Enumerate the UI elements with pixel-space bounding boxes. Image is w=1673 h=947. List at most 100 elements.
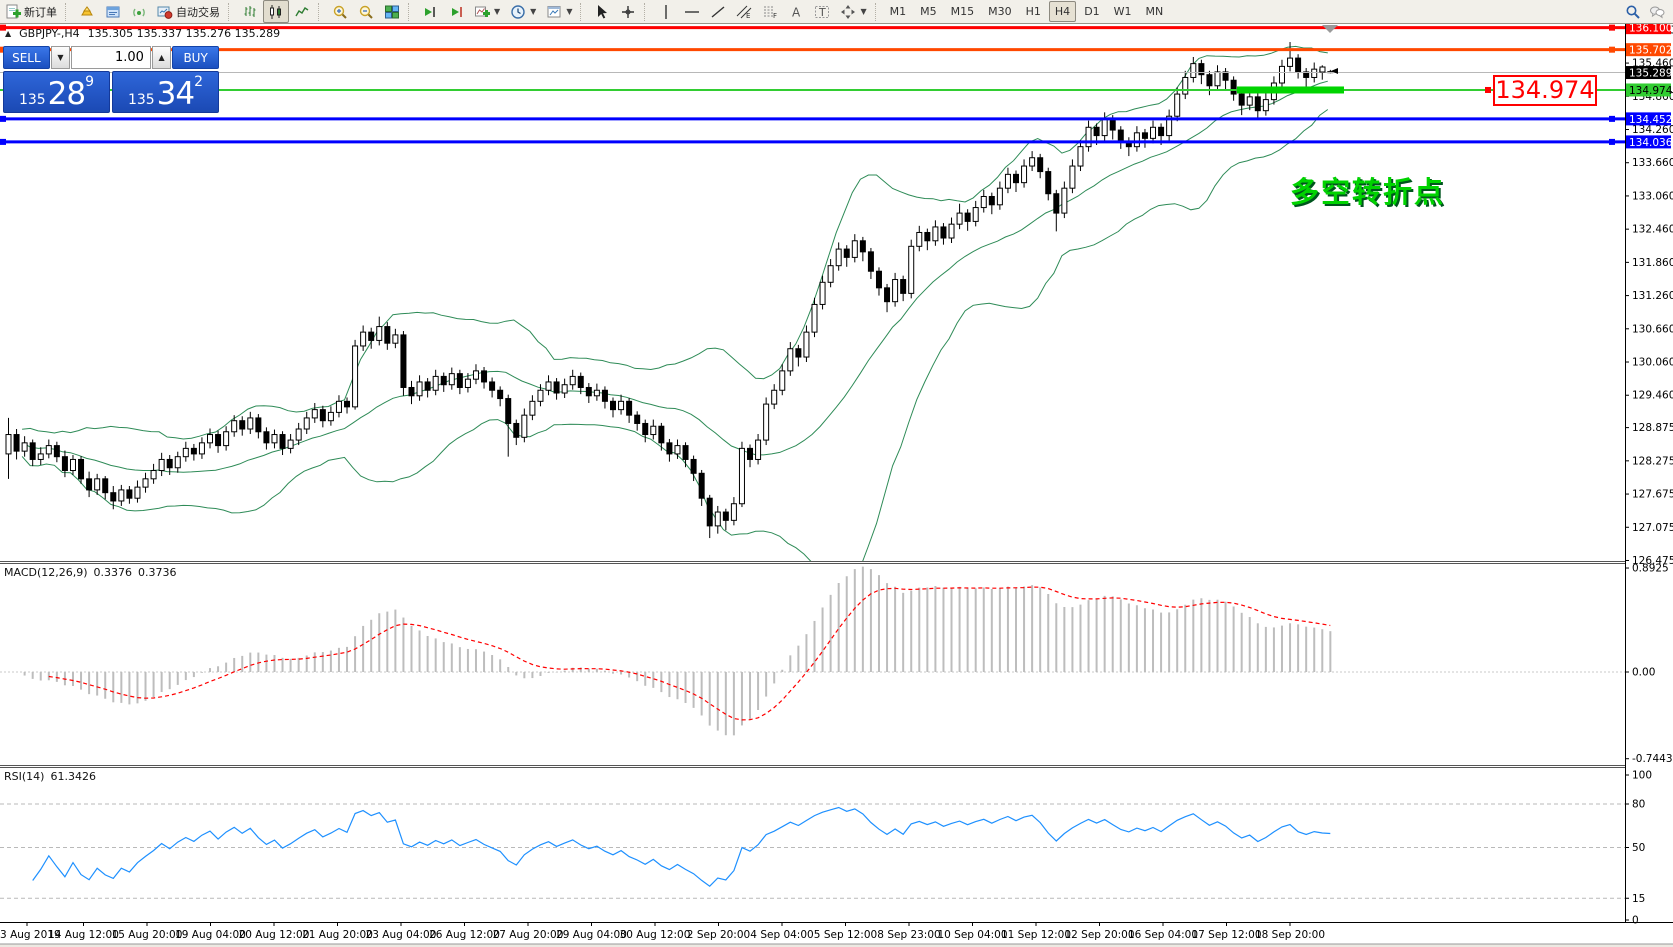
zoom-out-button[interactable] [353, 0, 379, 23]
templates-button[interactable]: ▼ [541, 0, 577, 23]
svg-text:126.475: 126.475 [1632, 555, 1673, 567]
clock-icon [511, 4, 525, 19]
svg-text:2 Sep 20:00: 2 Sep 20:00 [687, 929, 750, 941]
chinese-annotation-text[interactable]: 多空转折点 [1290, 175, 1446, 209]
svg-text:128.875: 128.875 [1632, 422, 1673, 434]
timeframe-button-d1[interactable]: D1 [1084, 5, 1100, 18]
dropdown-caret-icon: ▼ [530, 7, 537, 16]
timeframe-button-m15[interactable]: M15 [950, 5, 975, 18]
svg-text:134.036: 134.036 [1629, 137, 1673, 149]
svg-text:130.060: 130.060 [1632, 357, 1673, 369]
sell-button[interactable]: SELL [3, 46, 50, 69]
svg-text:26 Aug 12:00: 26 Aug 12:00 [429, 929, 500, 941]
text-button[interactable]: A [783, 0, 809, 23]
tile-windows-icon [385, 5, 399, 18]
macd-name: MACD(12,26,9) [4, 566, 88, 579]
svg-text:136.100: 136.100 [1629, 23, 1672, 35]
crosshair-button[interactable] [615, 0, 641, 23]
svg-text:50: 50 [1632, 842, 1645, 854]
trendline-button[interactable] [705, 0, 731, 23]
search-icon[interactable] [1625, 4, 1641, 20]
chart-shift-button[interactable] [443, 0, 469, 23]
collapse-panel-icon[interactable]: ▲ [5, 29, 12, 38]
text-label-button[interactable]: T [809, 0, 835, 23]
svg-text:F: F [773, 12, 777, 20]
zoom-in-icon [333, 5, 347, 19]
volume-decrease-button[interactable]: ▼ [50, 46, 71, 69]
auto-scroll-button[interactable] [417, 0, 443, 23]
cursor-button[interactable] [589, 0, 615, 23]
svg-text:131.260: 131.260 [1632, 290, 1673, 302]
svg-text:23 Aug 04:00: 23 Aug 04:00 [366, 929, 437, 941]
dropdown-caret-icon: ▼ [860, 7, 867, 16]
price-badge [1626, 135, 1671, 149]
autotrading-button[interactable]: 自动交易 [152, 0, 225, 23]
buy-price[interactable]: 135 34 2 [112, 71, 219, 113]
horizontal-level-lines [0, 24, 1625, 145]
sell-price-prefix: 135 [18, 92, 46, 108]
buy-price-sup: 2 [194, 74, 204, 90]
chat-icon[interactable] [1649, 4, 1665, 20]
autotrading-label: 自动交易 [176, 5, 220, 19]
timeframe-button-mn[interactable]: MN [1145, 5, 1164, 18]
price-badge [1626, 43, 1671, 57]
new-order-button[interactable]: 新订单 [0, 0, 62, 23]
svg-text:E: E [746, 12, 750, 20]
timeframe-button-m1[interactable]: M1 [889, 5, 907, 18]
volume-increase-button[interactable]: ▲ [151, 46, 172, 69]
candlestick-chart-button[interactable] [263, 0, 289, 23]
svg-text:20 Aug 12:00: 20 Aug 12:00 [239, 929, 310, 941]
tile-windows-button[interactable] [379, 0, 405, 23]
vertical-line-button[interactable] [653, 0, 679, 23]
timeframe-button-h4[interactable]: H4 [1048, 1, 1077, 22]
periods-button[interactable]: ▼ [505, 0, 541, 23]
svg-text:14 Aug 12:00: 14 Aug 12:00 [48, 929, 119, 941]
horizontal-line-icon [685, 10, 700, 13]
horizontal-line-button[interactable] [679, 0, 705, 23]
svg-text:128.275: 128.275 [1632, 455, 1673, 467]
bar-chart-button[interactable] [237, 0, 263, 23]
toolbar-separator [874, 2, 881, 21]
timeframe-button-w1[interactable]: W1 [1113, 5, 1132, 18]
volume-input[interactable]: 1.00 [71, 46, 151, 69]
svg-text:12 Sep 20:00: 12 Sep 20:00 [1064, 929, 1134, 941]
cursor-icon [598, 4, 608, 18]
navigator-button[interactable] [100, 0, 126, 23]
rsi-name: RSI(14) [4, 770, 45, 783]
svg-text:15: 15 [1632, 893, 1645, 905]
navigator-icon [106, 6, 120, 17]
trade-panel-top-row: SELL ▼ 1.00 ▲ BUY [3, 46, 220, 69]
timeframe-button-h1[interactable]: H1 [1025, 5, 1041, 18]
buy-button[interactable]: BUY [172, 46, 220, 69]
timeframe-button-m5[interactable]: M5 [920, 5, 937, 18]
highlight-segment [1237, 86, 1344, 94]
svg-text:0: 0 [1632, 915, 1639, 927]
price-callout-label[interactable]: 134.974 [1493, 75, 1597, 106]
dropdown-caret-icon: ▼ [494, 7, 501, 16]
channel-icon: E [737, 5, 752, 20]
macd-label-line: MACD(12,26,9) 0.3376 0.3736 [4, 566, 177, 579]
svg-text:134.452: 134.452 [1629, 114, 1672, 126]
signals-icon [133, 8, 145, 16]
buy-price-prefix: 135 [127, 92, 155, 108]
svg-text:27 Aug 20:00: 27 Aug 20:00 [493, 929, 564, 941]
timeframe-button-m30[interactable]: M30 [988, 5, 1012, 18]
zoom-in-button[interactable] [327, 0, 353, 23]
sell-price[interactable]: 135 28 9 [3, 71, 110, 113]
equidistant-channel-button[interactable]: E [731, 0, 757, 23]
svg-text:A: A [792, 5, 801, 19]
bar-chart-icon [244, 5, 256, 17]
new-order-label: 新订单 [24, 5, 57, 19]
signals-button[interactable] [126, 0, 152, 23]
macd-signal-value: 0.3736 [138, 566, 177, 579]
svg-text:5 Sep 12:00: 5 Sep 12:00 [814, 929, 877, 941]
svg-text:135.702: 135.702 [1629, 45, 1672, 57]
indicators-button[interactable]: ▼ [469, 0, 505, 23]
one-click-trading-panel: SELL ▼ 1.00 ▲ BUY 135 28 9 135 34 2 [3, 46, 220, 113]
line-chart-button[interactable] [289, 0, 315, 23]
rsi-label-line: RSI(14) 61.3426 [4, 770, 96, 783]
arrows-button[interactable]: ▼ [835, 0, 871, 23]
fibonacci-button[interactable]: F [757, 0, 783, 23]
market-watch-button[interactable] [74, 0, 100, 23]
